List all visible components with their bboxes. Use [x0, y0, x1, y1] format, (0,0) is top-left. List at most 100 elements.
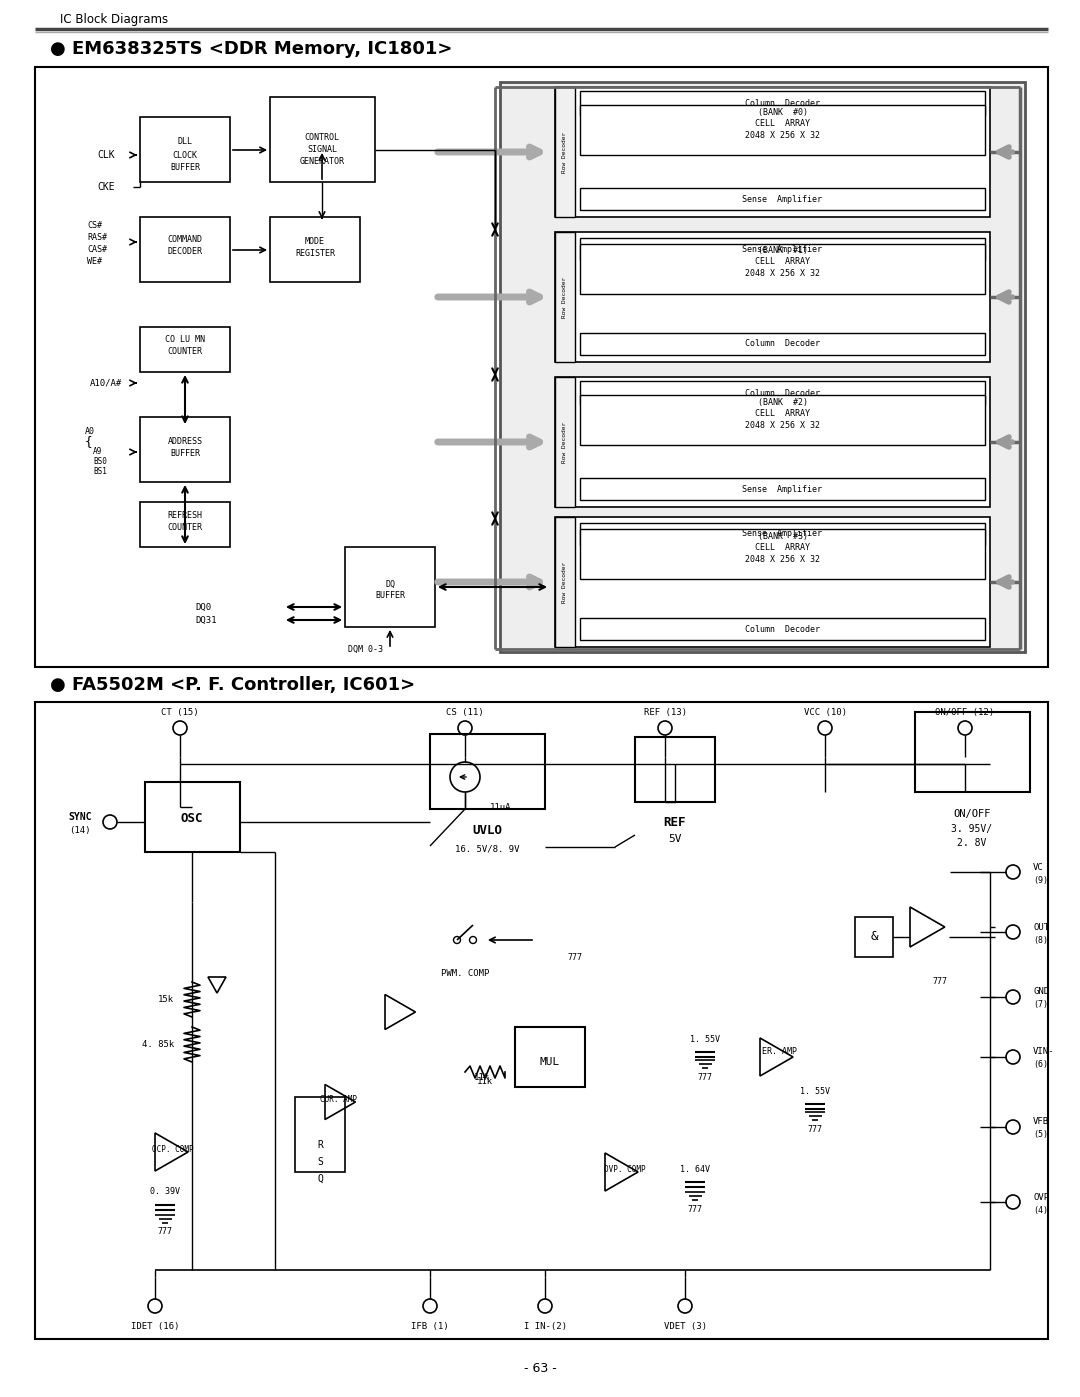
- Text: - 63 -: - 63 -: [524, 1362, 556, 1376]
- Text: MODE: MODE: [305, 237, 325, 246]
- Text: Column  Decoder: Column Decoder: [745, 624, 820, 633]
- Text: BUFFER: BUFFER: [170, 163, 200, 172]
- Text: 2. 8V: 2. 8V: [957, 838, 987, 848]
- Text: CLK: CLK: [97, 149, 114, 161]
- Bar: [140, 502, 230, 548]
- Text: IDET (16): IDET (16): [131, 1323, 179, 1331]
- Bar: [580, 395, 985, 446]
- Text: (BANK  #1): (BANK #1): [757, 246, 808, 256]
- Text: 11k: 11k: [477, 1077, 494, 1087]
- Text: 0. 39V: 0. 39V: [150, 1187, 180, 1196]
- Text: IC Block Diagrams: IC Block Diagrams: [60, 13, 168, 25]
- Text: Sense  Amplifier: Sense Amplifier: [743, 529, 823, 538]
- Text: 5V: 5V: [669, 834, 681, 844]
- Text: CS (11): CS (11): [446, 707, 484, 717]
- Bar: [555, 87, 575, 217]
- Text: DECODER: DECODER: [167, 246, 203, 256]
- Text: ADDRESS: ADDRESS: [167, 437, 203, 447]
- Text: CELL  ARRAY: CELL ARRAY: [755, 257, 810, 267]
- Text: DQ0: DQ0: [195, 602, 211, 612]
- Text: S: S: [318, 1157, 323, 1166]
- Text: DLL: DLL: [177, 137, 192, 147]
- Text: 11uA: 11uA: [490, 802, 512, 812]
- Text: UVLO: UVLO: [472, 823, 502, 837]
- Text: (BANK  #0): (BANK #0): [757, 108, 808, 116]
- Text: CUR. AMP: CUR. AMP: [321, 1095, 357, 1105]
- Text: VIN-: VIN-: [1032, 1048, 1054, 1056]
- Text: (14): (14): [69, 826, 91, 834]
- Text: (BANK  #2): (BANK #2): [757, 398, 808, 407]
- Text: 1. 64V: 1. 64V: [680, 1165, 710, 1175]
- Text: WE#: WE#: [87, 257, 102, 265]
- Text: OUT: OUT: [1032, 922, 1049, 932]
- Text: Sense  Amplifier: Sense Amplifier: [743, 194, 823, 204]
- Text: R: R: [318, 1140, 323, 1150]
- Text: CAS#: CAS#: [87, 244, 107, 253]
- Bar: [555, 87, 990, 217]
- Bar: [555, 232, 990, 362]
- Text: 15k: 15k: [158, 995, 174, 1004]
- Text: ON/OFF (12): ON/OFF (12): [935, 707, 995, 717]
- Bar: [295, 1097, 345, 1172]
- Text: 2048 X 256 X 32: 2048 X 256 X 32: [745, 420, 820, 429]
- Text: CELL  ARRAY: CELL ARRAY: [755, 408, 810, 418]
- Bar: [270, 217, 360, 282]
- Text: A9: A9: [93, 447, 103, 457]
- Bar: [140, 416, 230, 482]
- Text: VFB: VFB: [1032, 1118, 1049, 1126]
- Text: 2048 X 256 X 32: 2048 X 256 X 32: [745, 270, 820, 278]
- Bar: [580, 381, 985, 405]
- Text: DQ: DQ: [384, 580, 395, 588]
- Text: OCP. COMP: OCP. COMP: [152, 1146, 193, 1154]
- Text: CT (15): CT (15): [161, 707, 199, 717]
- Text: 2048 X 256 X 32: 2048 X 256 X 32: [745, 555, 820, 563]
- Text: VCC (10): VCC (10): [804, 707, 847, 717]
- Text: (6): (6): [1032, 1060, 1048, 1070]
- Text: DQM 0-3: DQM 0-3: [348, 644, 382, 654]
- Text: GND: GND: [1032, 988, 1049, 996]
- Text: BUFFER: BUFFER: [170, 450, 200, 458]
- Text: REF (13): REF (13): [644, 707, 687, 717]
- Text: Column  Decoder: Column Decoder: [745, 388, 820, 398]
- Text: 3. 95V/: 3. 95V/: [951, 824, 993, 834]
- Bar: [555, 517, 990, 647]
- Text: &: &: [870, 930, 878, 943]
- Bar: [555, 517, 575, 647]
- Text: ● FA5502M <P. F. Controller, IC601>: ● FA5502M <P. F. Controller, IC601>: [50, 676, 415, 694]
- Text: COUNTER: COUNTER: [167, 522, 203, 531]
- Text: OVP. COMP: OVP. COMP: [604, 1165, 646, 1175]
- Bar: [140, 327, 230, 372]
- Text: GENERATOR: GENERATOR: [299, 156, 345, 165]
- Bar: [35, 67, 1048, 666]
- Bar: [555, 377, 575, 507]
- Text: CKE: CKE: [97, 182, 114, 191]
- Text: Q: Q: [318, 1173, 323, 1185]
- Bar: [580, 237, 985, 260]
- Text: Row Decoder: Row Decoder: [563, 422, 567, 462]
- Text: Row Decoder: Row Decoder: [563, 131, 567, 173]
- Text: COUNTER: COUNTER: [167, 348, 203, 356]
- Text: (9): (9): [1032, 876, 1048, 884]
- Text: 16. 5V/8. 9V: 16. 5V/8. 9V: [455, 845, 519, 854]
- Text: ON/OFF: ON/OFF: [954, 809, 990, 819]
- Bar: [580, 189, 985, 210]
- Text: (5): (5): [1032, 1130, 1048, 1140]
- Text: Column  Decoder: Column Decoder: [745, 339, 820, 348]
- Bar: [580, 617, 985, 640]
- Text: VDET (3): VDET (3): [663, 1323, 706, 1331]
- Text: SIGNAL: SIGNAL: [307, 144, 337, 154]
- Text: REGISTER: REGISTER: [295, 250, 335, 258]
- Text: OSC: OSC: [180, 813, 203, 826]
- Text: 777: 777: [688, 1204, 702, 1214]
- Text: A10/A#: A10/A#: [90, 379, 122, 387]
- Text: 1. 55V: 1. 55V: [800, 1087, 831, 1097]
- Text: (BANK  #3): (BANK #3): [757, 531, 808, 541]
- Text: 777: 777: [698, 1073, 713, 1081]
- Text: Row Decoder: Row Decoder: [563, 562, 567, 602]
- Bar: [140, 217, 230, 282]
- Text: 11k: 11k: [474, 1073, 490, 1081]
- Bar: [580, 105, 985, 155]
- Bar: [515, 1027, 585, 1087]
- Bar: [500, 82, 1025, 652]
- Text: (7): (7): [1032, 1000, 1048, 1010]
